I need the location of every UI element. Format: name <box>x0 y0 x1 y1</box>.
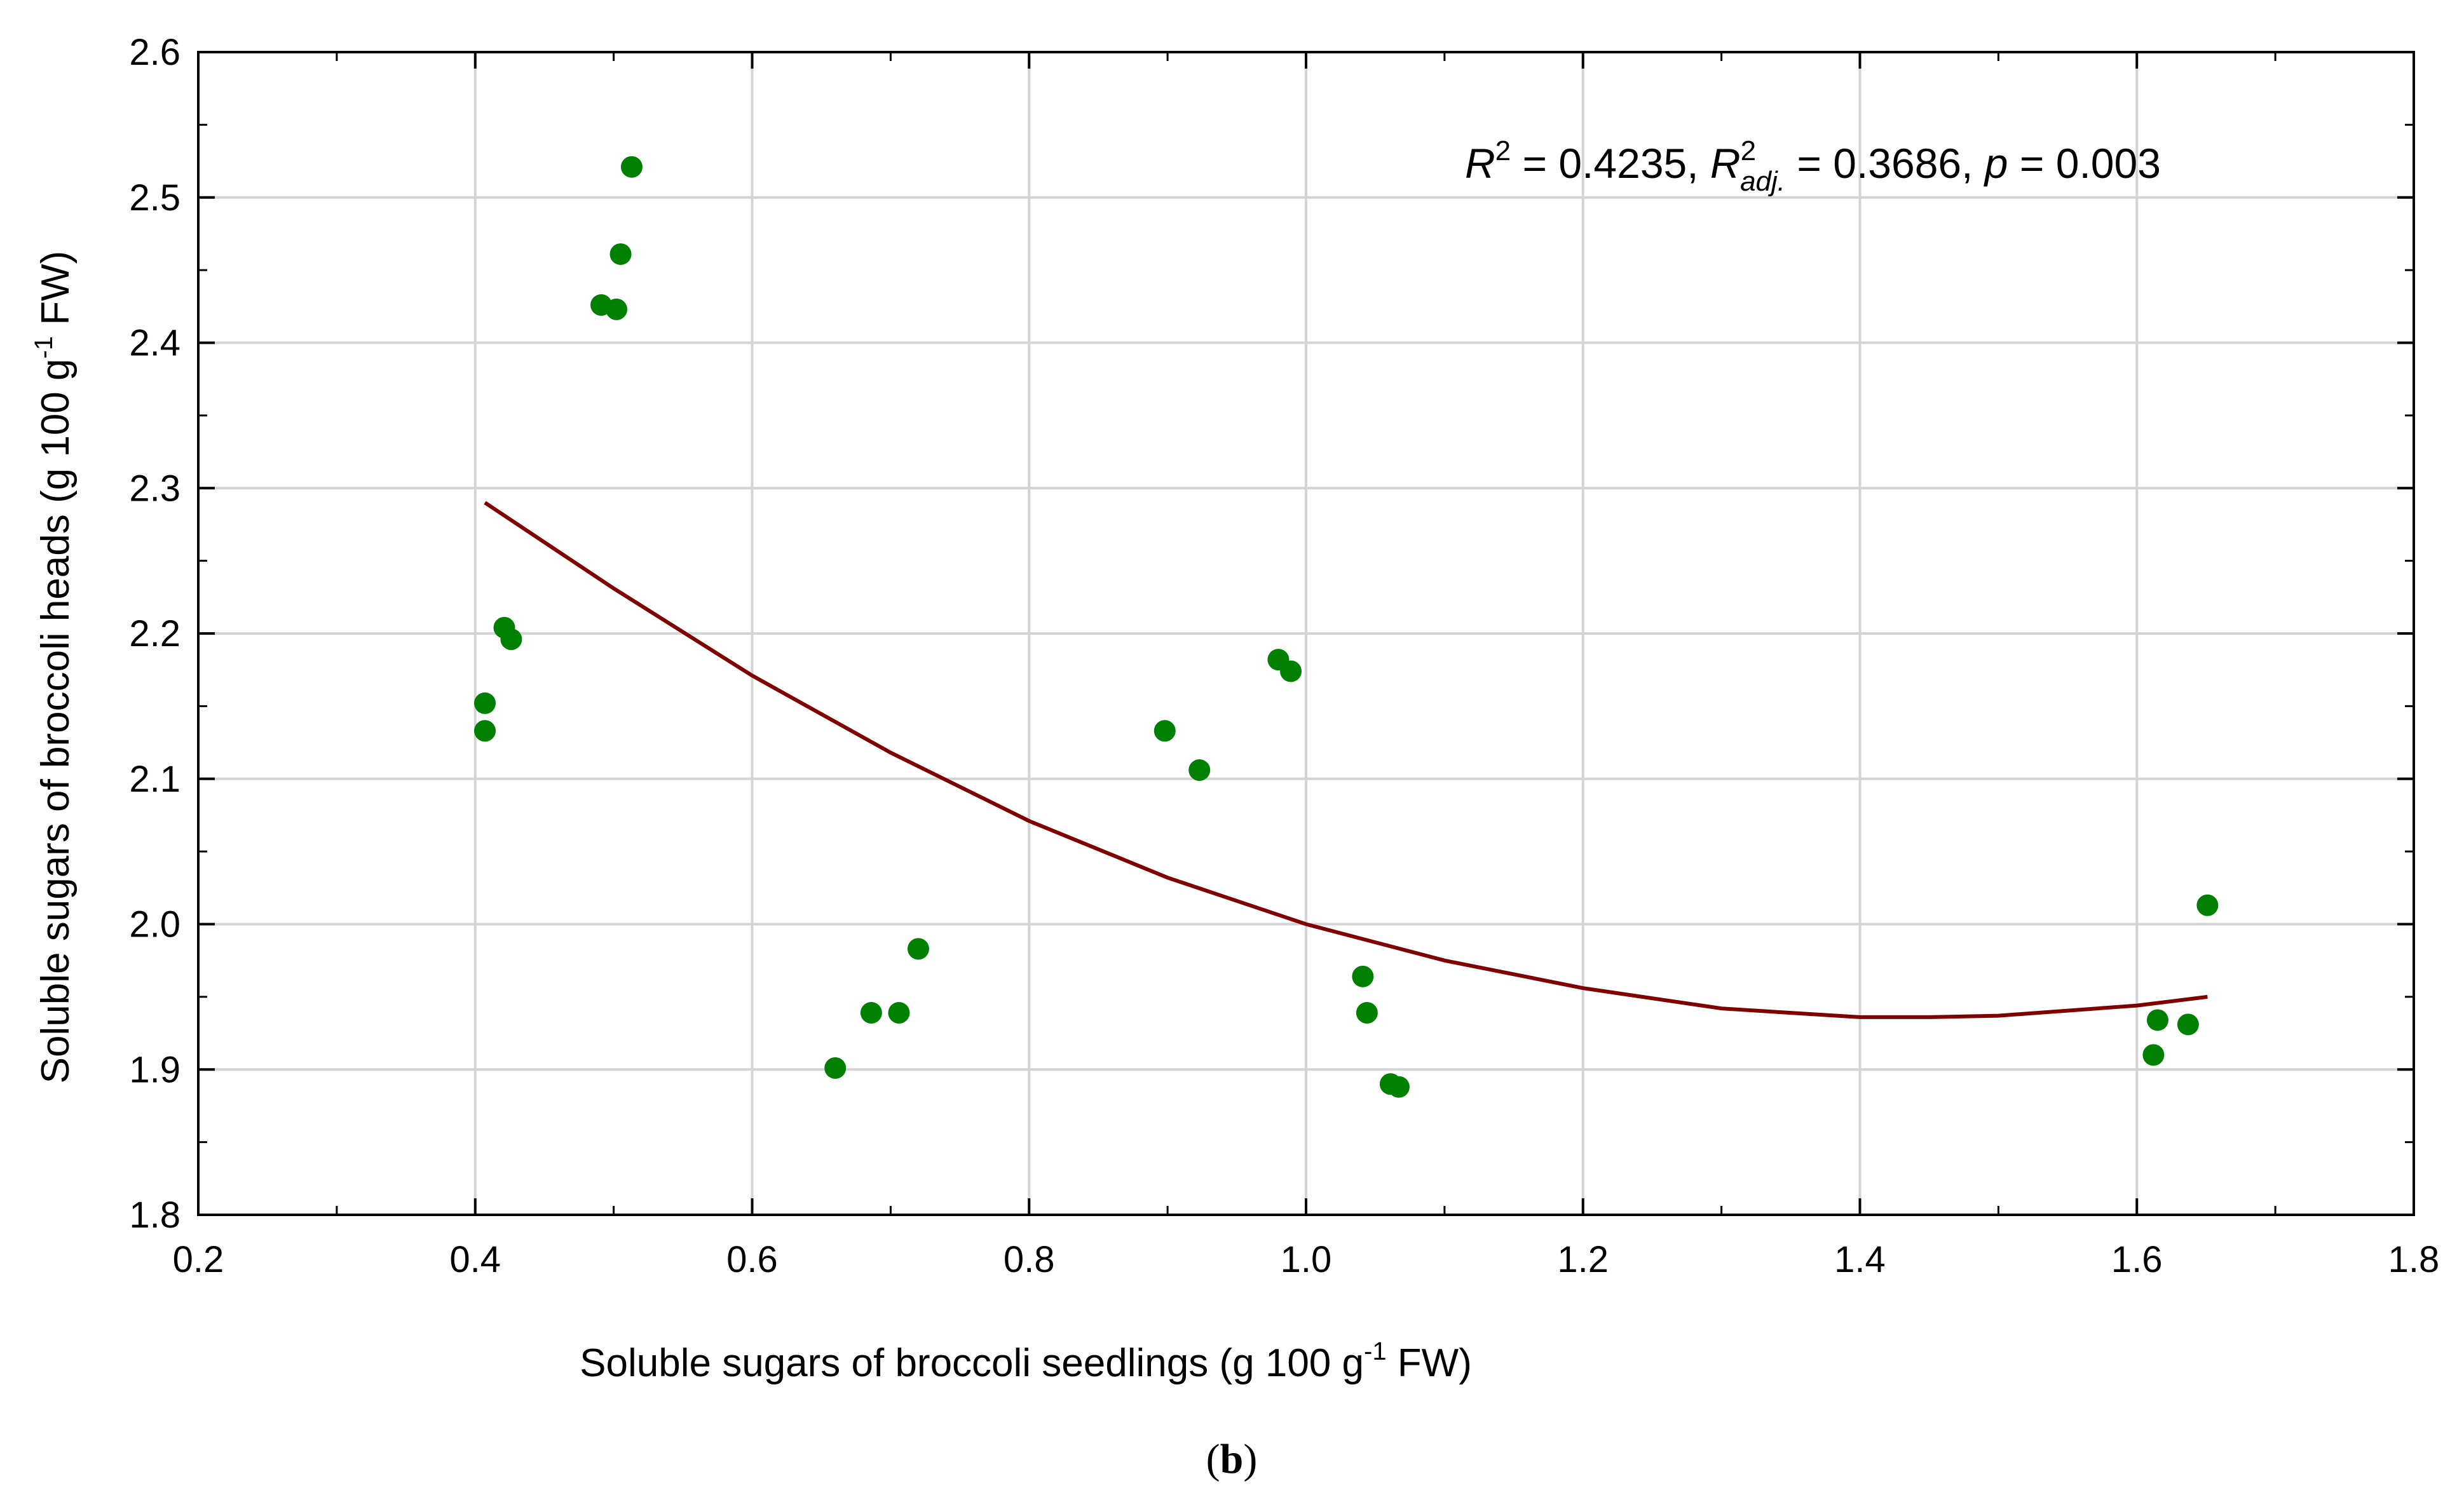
data-point <box>605 298 627 320</box>
x-axis-title-sup: -1 <box>1364 1337 1387 1365</box>
data-point <box>1154 720 1176 742</box>
data-point <box>609 243 632 265</box>
annotation-r2adj-label: R <box>1710 140 1741 187</box>
data-point <box>2177 1013 2199 1036</box>
data-point <box>2142 1044 2165 1066</box>
x-axis-title: Soluble sugars of broccoli seedlings (g … <box>580 1337 1472 1385</box>
y-axis-title-sup: -1 <box>30 336 58 359</box>
data-point <box>907 938 929 960</box>
y-tick-labels: 1.8 1.9 2.0 2.1 2.2 2.3 2.4 2.5 2.6 <box>129 32 180 1236</box>
fit-curve-group <box>484 501 2208 1019</box>
annotation: R2 = 0.4235, R2 adj. = 0.3686, p = 0.003 <box>1465 135 2161 197</box>
y-axis-title-end: FW) <box>34 251 78 336</box>
x-tick-labels: 0.2 0.4 0.6 0.8 1.0 1.2 1.4 1.6 1.8 <box>173 1239 2440 1280</box>
grid-lines <box>198 52 2414 1215</box>
data-point <box>620 156 643 178</box>
y-tick-label: 1.9 <box>129 1049 180 1090</box>
y-tick-label: 2.0 <box>129 904 180 945</box>
x-tick-label: 1.8 <box>2388 1239 2440 1280</box>
x-tick-label: 0.4 <box>449 1239 501 1280</box>
y-axis-title: Soluble sugars of broccoli heads (g 100 … <box>30 251 78 1084</box>
figure-caption: (b) <box>1206 1436 1258 1482</box>
data-point <box>1188 759 1211 782</box>
data-points <box>474 156 2219 1098</box>
x-tick-label: 1.2 <box>1557 1239 1609 1280</box>
axis-ticks <box>197 51 2415 1216</box>
data-point <box>474 720 496 742</box>
y-tick-label: 2.4 <box>129 323 180 364</box>
y-tick-label: 2.5 <box>129 177 180 219</box>
x-tick-label: 1.6 <box>2111 1239 2163 1280</box>
x-tick-label: 0.2 <box>173 1239 224 1280</box>
annotation-r2-label: R <box>1465 140 1495 187</box>
data-point <box>1356 1002 1378 1024</box>
data-point <box>2196 894 2219 916</box>
data-point <box>888 1002 910 1024</box>
y-tick-label: 2.6 <box>129 32 180 73</box>
data-point <box>824 1057 847 1079</box>
annotation-r2-sup: 2 <box>1495 135 1511 166</box>
y-tick-label: 2.3 <box>129 468 180 509</box>
data-point <box>474 692 496 714</box>
fit-curve <box>484 501 2208 1019</box>
x-axis-title-end: FW) <box>1387 1341 1472 1385</box>
x-tick-label: 0.8 <box>1004 1239 1055 1280</box>
x-axis-title-main: Soluble sugars of broccoli seedlings (g … <box>580 1341 1364 1385</box>
data-point <box>860 1002 882 1024</box>
annotation-r2adj-sup: 2 <box>1741 135 1756 166</box>
y-tick-label: 1.8 <box>129 1194 180 1236</box>
y-tick-label: 2.2 <box>129 613 180 654</box>
annotation-p-value: = 0.003 <box>2008 140 2161 187</box>
x-tick-label: 1.4 <box>1834 1239 1886 1280</box>
caption-letter: b <box>1220 1436 1244 1482</box>
annotation-r2-value: = 0.4235, <box>1511 140 1710 187</box>
annotation-p-label: p <box>1984 140 2008 187</box>
data-point <box>2146 1009 2168 1031</box>
caption-close: ) <box>1243 1436 1257 1482</box>
x-tick-label: 0.6 <box>726 1239 778 1280</box>
data-point <box>1387 1076 1410 1098</box>
annotation-r2adj-value: = 0.3686, <box>1785 140 1985 187</box>
data-point <box>1352 965 1374 987</box>
x-tick-label: 1.0 <box>1281 1239 1332 1280</box>
annotation-r2adj-sub: adj. <box>1740 166 1785 197</box>
y-axis-title-main: Soluble sugars of broccoli heads (g 100 … <box>34 359 78 1084</box>
y-tick-label: 2.1 <box>129 759 180 800</box>
data-point <box>1280 660 1302 682</box>
caption-open: ( <box>1206 1436 1220 1482</box>
data-point <box>500 628 522 651</box>
